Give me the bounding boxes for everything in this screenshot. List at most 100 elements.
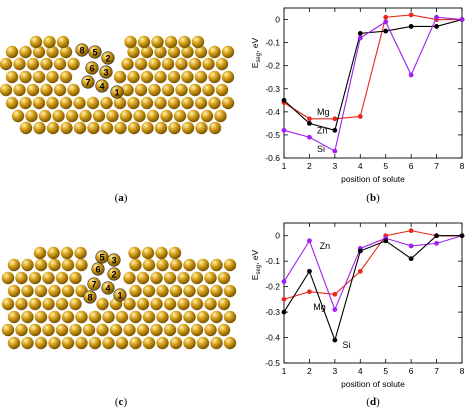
- structure-a-atom: [60, 121, 73, 135]
- structure-c-atom: [69, 271, 82, 285]
- structure-c-atom: [129, 336, 142, 350]
- structure-a-atom: [194, 96, 208, 110]
- structure-c-atom: [75, 336, 88, 350]
- structure-a-atom: [127, 70, 140, 84]
- structure-c-atom: [128, 246, 141, 260]
- structure-c-atom: [96, 297, 109, 311]
- structure-c-atom: [102, 310, 115, 324]
- structure-a-site-atom: [81, 75, 95, 89]
- structure-a-atom: [26, 57, 40, 71]
- structure-a-atom: [181, 96, 194, 110]
- structure-c-site-label: 1: [117, 291, 122, 301]
- structure-c-atom: [34, 284, 48, 298]
- structure-c-atom: [123, 297, 136, 311]
- structure-c-site-atom: [107, 253, 121, 267]
- data-point-mg: [307, 116, 312, 122]
- structure-a-atom: [40, 57, 53, 71]
- structure-a-atom: [137, 35, 151, 49]
- structure-c-atom: [183, 284, 196, 298]
- structure-a-atom: [113, 70, 127, 84]
- structure-c-atom: [15, 297, 28, 311]
- structure-c-atom: [123, 323, 136, 337]
- structure-a-atom: [119, 109, 133, 123]
- structure-a-atom: [178, 35, 191, 49]
- series-line-si: [283, 16, 463, 152]
- structure-a-atom: [208, 121, 222, 135]
- data-point-zn: [307, 120, 312, 126]
- series-annotation: Si: [342, 340, 350, 350]
- x-tick-label: 3: [332, 161, 337, 171]
- structure-c-atom: [190, 297, 204, 311]
- structure-c-atom: [34, 258, 48, 272]
- y-axis-label: Eseg, eV: [250, 37, 262, 68]
- x-axis-label: position of solute: [341, 379, 405, 389]
- structure-a-atom: [38, 109, 52, 123]
- structure-a-atom: [161, 83, 175, 97]
- structure-a-atom: [167, 96, 181, 110]
- structure-a-site-label: 7: [85, 78, 90, 88]
- structure-c-atom: [88, 310, 102, 324]
- structure-c-atom: [155, 246, 168, 260]
- y-axis-label: Eseg, eV: [250, 249, 262, 280]
- structure-c-atom: [61, 258, 75, 272]
- structure-c-site-label: 6: [95, 265, 100, 275]
- structure-c-atom: [169, 336, 183, 350]
- structure-c-atom: [136, 323, 150, 337]
- structure-a-atom: [181, 70, 194, 84]
- structure-a-atom: [11, 109, 25, 123]
- structure-c-atom: [136, 297, 150, 311]
- structure-a-atom: [43, 35, 56, 49]
- structure-c-atom: [28, 323, 42, 337]
- data-point-si: [357, 248, 363, 254]
- structure-c-atom: [28, 271, 42, 285]
- data-point-si: [383, 19, 389, 25]
- structure-a-atom: [188, 57, 202, 71]
- structure-c-atom: [163, 297, 177, 311]
- structure-c-atom: [223, 336, 237, 350]
- data-point-si: [281, 309, 287, 315]
- structure-a-atom: [32, 96, 46, 110]
- structure-c-atom: [69, 323, 82, 337]
- structure-a-atom: [5, 45, 19, 59]
- structure-c-site-atom: [91, 262, 105, 276]
- series-line-mg: [283, 14, 462, 120]
- structure-c-atom: [150, 271, 163, 285]
- panel-d: 0 -0.1 -0.2 -0.3 -0.4 -0.5 1 2 3 4 5 6 7 8 position of…: [240, 215, 474, 418]
- structure-c-atom: [96, 323, 109, 337]
- structure-a-atom: [154, 70, 167, 84]
- structure-a-atom: [73, 96, 86, 110]
- x-tick-label: 5: [383, 161, 388, 171]
- x-tick-label: 3: [332, 366, 337, 376]
- x-tick-label: 6: [409, 161, 414, 171]
- x-axis-label: position of solute: [341, 174, 405, 184]
- structure-c-site-atom: [107, 267, 121, 281]
- structure-a-atom: [32, 70, 46, 84]
- structure-c-atom: [204, 323, 217, 337]
- structure-c-atom: [61, 310, 75, 324]
- structure-a-atom: [221, 45, 235, 59]
- structure-c-atom: [142, 336, 156, 350]
- structure-c-atom: [1, 271, 15, 285]
- structure-c-atom: [109, 323, 123, 337]
- structure-c-atom: [196, 258, 210, 272]
- y-tick-label: -0.3: [265, 307, 280, 317]
- y-tick-label: -0.4: [265, 107, 280, 117]
- structure-a-atom: [86, 96, 100, 110]
- structure-a-atom: [5, 70, 19, 84]
- structure-c-atom: [150, 323, 163, 337]
- caption-b: (b): [366, 192, 380, 204]
- structure-c-atom: [177, 323, 190, 337]
- structure-c-atom: [82, 323, 96, 337]
- caption-c: (c): [114, 396, 128, 408]
- structure-a-site-label: 6: [89, 64, 94, 74]
- structure-c-atom: [204, 297, 217, 311]
- structure-a-atom: [127, 121, 141, 135]
- structure-c-site-atom: [83, 290, 97, 304]
- segregation-energy-chart-b: 0 -0.1 -0.2 -0.3 -0.4 -0.5 -0.61 2 3 4 5 6 7 8 positio…: [250, 7, 465, 184]
- structure-c-atom: [42, 323, 55, 337]
- structure-a-atom: [221, 70, 235, 84]
- structure-a-atom: [164, 35, 178, 49]
- structure-a-atom: [141, 121, 154, 135]
- structure-a-atom: [92, 109, 106, 123]
